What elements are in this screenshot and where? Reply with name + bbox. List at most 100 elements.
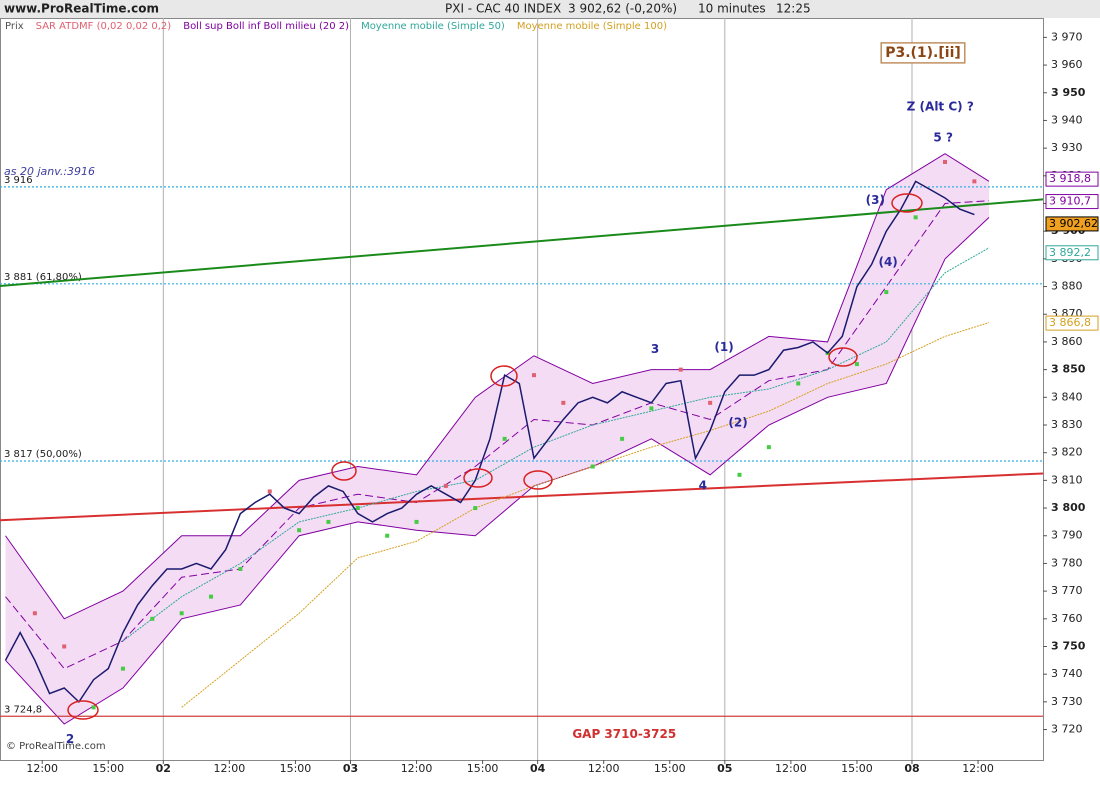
sar-dot	[209, 594, 214, 599]
bollinger-lower	[5, 216, 990, 725]
last-value-label: 3 918,8	[1049, 172, 1091, 185]
level-note: as 20 janv.:3916	[4, 165, 95, 178]
sar-dot	[326, 519, 331, 524]
chart-title: PXI - CAC 40 INDEX	[445, 2, 561, 16]
interval: 10 minutes	[698, 2, 766, 16]
last-value-label: 3 910,7	[1049, 195, 1091, 208]
header-bar	[0, 0, 1100, 18]
circle	[891, 193, 923, 213]
sar-dot	[649, 406, 654, 411]
x-tick-label: 15:00	[92, 762, 124, 775]
sar-dot	[972, 179, 977, 184]
sar-dot	[678, 367, 683, 372]
annotation: 3	[651, 342, 659, 356]
y-tick-label: 3 960	[1051, 58, 1083, 71]
sar-dot	[120, 666, 125, 671]
sar-dot	[238, 566, 243, 571]
y-tick-label: 3 780	[1051, 556, 1083, 569]
last-value-label: 3 902,62	[1049, 217, 1098, 230]
last-value-box	[1045, 171, 1099, 187]
last-value-label: 3 892,2	[1049, 246, 1091, 259]
legend-item: Moyenne mobile (Simple 50)	[361, 21, 505, 32]
y-tick-label: 3 820	[1051, 446, 1083, 459]
sar-dot	[32, 611, 37, 616]
y-tick-label: 3 970	[1051, 30, 1083, 43]
sar-dot	[91, 705, 96, 710]
sar-dot	[590, 464, 595, 469]
y-tick-label: 3 770	[1051, 584, 1083, 597]
circles	[67, 193, 923, 720]
annotation: (3)	[866, 193, 885, 207]
circle	[490, 365, 518, 387]
annotation: (2)	[728, 415, 747, 429]
y-tick-label: 3 950	[1051, 86, 1086, 99]
annotation: 2	[66, 732, 74, 746]
x-tick-label: 15:00	[841, 762, 873, 775]
level-label: 3 817 (50,00%)	[4, 449, 82, 460]
circle	[523, 470, 553, 490]
x-tick-label: 15:00	[654, 762, 686, 775]
circle	[463, 468, 493, 488]
trend-line	[0, 472, 1044, 522]
x-tick-label: 15:00	[467, 762, 499, 775]
bollinger-fill	[5, 153, 990, 725]
level-label: 3 916	[4, 175, 33, 186]
x-tick-label: 12:00	[962, 762, 994, 775]
y-tick-label: 3 730	[1051, 695, 1083, 708]
annotation: 4	[699, 478, 707, 492]
sar-dot	[737, 472, 742, 477]
y-tick-label: 3 880	[1051, 280, 1083, 293]
level-label: 3 724,8	[4, 704, 42, 715]
last-value-box	[1045, 194, 1099, 210]
legend-item: Prix	[5, 21, 24, 32]
y-tick-label: 3 860	[1051, 335, 1083, 348]
sar-dot	[531, 373, 536, 378]
annotation: GAP 3710-3725	[572, 727, 676, 741]
legend-item: SAR ATDMF (0,02 0,02 0,2)	[36, 21, 172, 32]
sar-dot	[708, 400, 713, 405]
bollinger-middle	[5, 200, 990, 670]
last-price: 3 902,62 (-0,20%)	[568, 2, 677, 16]
y-tick-label: 3 930	[1051, 141, 1083, 154]
circle	[67, 700, 99, 720]
y-tick-label: 3 720	[1051, 723, 1083, 736]
y-tick-label: 3 810	[1051, 473, 1083, 486]
annotation: 5 ?	[933, 130, 953, 144]
annotation: (1)	[714, 340, 733, 354]
sar-dot	[473, 506, 478, 511]
sar-dot	[414, 519, 419, 524]
annotation-box	[880, 42, 966, 64]
x-tick-label: 04	[530, 762, 546, 775]
annotation: P3.(1).[ii]	[885, 45, 961, 61]
x-tick-label: 12:00	[214, 762, 246, 775]
sar-dot	[267, 489, 272, 494]
x-tick-label: 12:00	[401, 762, 433, 775]
y-tick-label: 3 760	[1051, 612, 1083, 625]
sar-dot	[502, 436, 507, 441]
y-tick-label: 3 940	[1051, 113, 1083, 126]
price-line	[4, 180, 975, 704]
y-tick-label: 3 750	[1051, 639, 1086, 652]
sar-dot	[796, 381, 801, 386]
y-tick-label: 3 830	[1051, 418, 1083, 431]
legend-item: Moyenne mobile (Simple 100)	[517, 21, 667, 32]
circle	[331, 461, 357, 481]
legend-item: Boll sup Boll inf Boll milieu (20 2)	[183, 21, 349, 32]
copyright: © ProRealTime.com	[6, 741, 106, 752]
last-value-box	[1045, 315, 1099, 331]
x-tick-label: 08	[904, 762, 919, 775]
sar-dot	[297, 528, 302, 533]
x-tick-label: 12:00	[26, 762, 58, 775]
last-value-box	[1045, 216, 1099, 232]
x-tick-label: 12:00	[775, 762, 807, 775]
sar-dot	[766, 445, 771, 450]
sar-dot	[62, 644, 67, 649]
x-tick-label: 02	[156, 762, 171, 775]
x-tick-label: 12:00	[588, 762, 620, 775]
x-tick-label: 05	[717, 762, 732, 775]
y-tick-label: 3 800	[1051, 501, 1086, 514]
x-tick-label: 15:00	[280, 762, 312, 775]
sar-dot	[355, 506, 360, 511]
